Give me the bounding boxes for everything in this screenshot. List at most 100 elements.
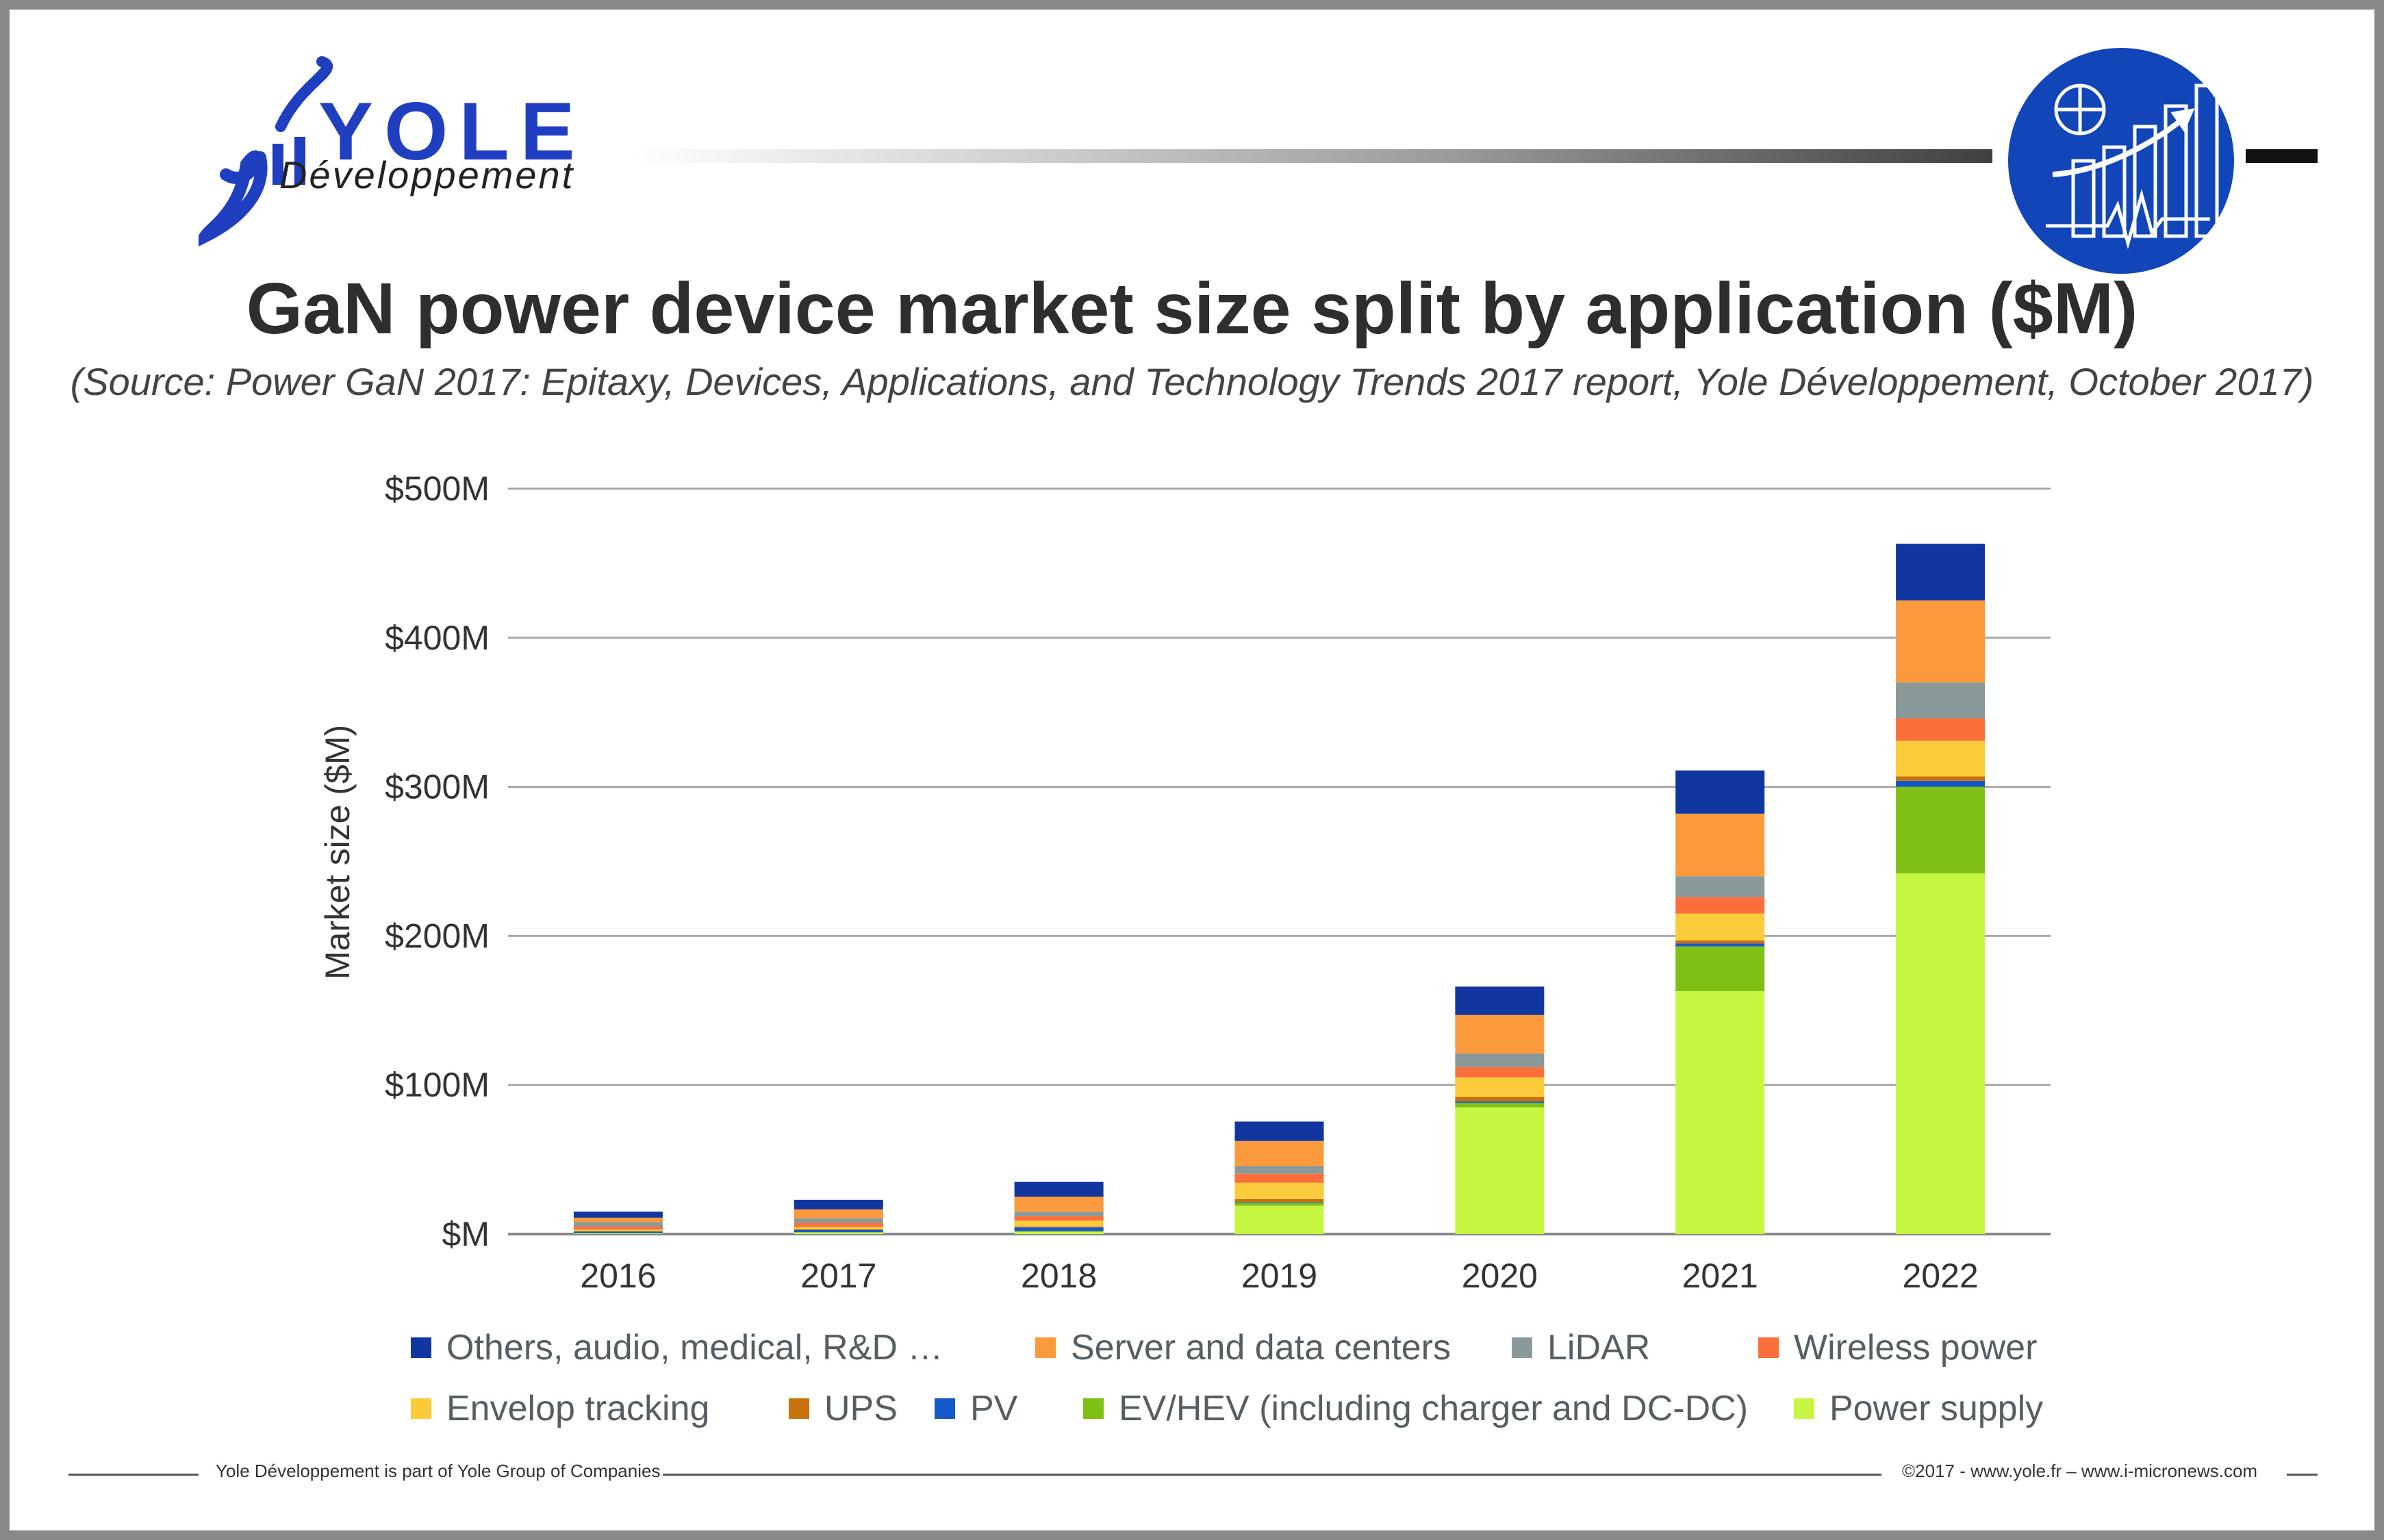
bar-segment — [1455, 1014, 1545, 1054]
logo-subtext: Développement — [279, 153, 575, 196]
bar-segment — [1455, 1107, 1545, 1234]
y-tick-label: $300M — [385, 768, 490, 806]
legend-label: UPS — [824, 1389, 898, 1428]
legend-swatch — [411, 1398, 431, 1419]
bar-segment — [1675, 943, 1765, 947]
y-tick-label: $100M — [385, 1066, 490, 1104]
bar-segment — [1896, 543, 1986, 601]
bar-segment — [1896, 718, 1986, 741]
bar-segment — [1234, 1182, 1324, 1199]
bar-segment — [1014, 1211, 1104, 1216]
legend-item: PV — [935, 1381, 1017, 1436]
legend-swatch — [1083, 1398, 1104, 1419]
footer-rule-left — [68, 1474, 199, 1476]
bar-segment — [1014, 1181, 1104, 1197]
bar-segment — [1014, 1227, 1104, 1231]
chart-subtitle: (Source: Power GaN 2017: Epitaxy, Device… — [70, 360, 2314, 403]
bar-segment — [1014, 1196, 1104, 1212]
legend-label: PV — [970, 1389, 1018, 1428]
legend-label: LiDAR — [1547, 1328, 1651, 1368]
bar-segment — [1675, 897, 1765, 914]
bar-segment — [1896, 682, 1986, 719]
legend-item: LiDAR — [1512, 1320, 1650, 1375]
bar-segment — [794, 1229, 883, 1233]
legend-item: EV/HEV (including charger and DC-DC) — [1083, 1381, 1748, 1436]
bar-segment — [573, 1211, 663, 1218]
x-tick-label: 2016 — [580, 1257, 656, 1295]
y-axis-ticks: $M $100M $200M $300M $400M $500M — [385, 470, 490, 1253]
bar-segment — [1234, 1203, 1324, 1206]
legend-item: Envelop tracking — [411, 1381, 709, 1436]
bar-segment — [1234, 1202, 1324, 1203]
bar-segment — [1234, 1198, 1324, 1203]
yole-logo: YOLE Développement — [199, 55, 582, 246]
bar-segment — [1896, 741, 1986, 777]
legend-swatch — [411, 1337, 431, 1358]
legend-item: UPS — [789, 1381, 898, 1436]
logo-wordmark: YOLE — [318, 86, 586, 177]
footer-rule-middle — [663, 1474, 1881, 1476]
footer-rule-right — [2287, 1474, 2318, 1476]
bar-segment — [573, 1227, 663, 1230]
bar-segment — [1014, 1231, 1104, 1232]
bar-segment — [794, 1199, 883, 1210]
y-tick-label: $200M — [385, 916, 490, 955]
bar-segment — [794, 1209, 883, 1219]
legend-swatch — [1758, 1337, 1779, 1358]
header-dash — [2246, 149, 2318, 163]
bar-segment — [1455, 1077, 1545, 1097]
bar-segment — [1014, 1231, 1104, 1234]
x-tick-label: 2017 — [800, 1257, 876, 1295]
x-axis-ticks: 2016 2017 2018 2019 2020 2021 2022 — [580, 1257, 1978, 1295]
y-tick-label: $M — [442, 1215, 490, 1253]
bar-segment — [1896, 873, 1986, 1234]
legend-label: Envelop tracking — [446, 1389, 710, 1428]
bar-segment — [1014, 1216, 1104, 1221]
bar-segment — [573, 1231, 663, 1232]
legend-label: Power supply — [1829, 1389, 2044, 1428]
bar-segment — [1455, 1096, 1545, 1102]
y-tick-label: $500M — [385, 470, 490, 508]
bar-segment — [1234, 1121, 1324, 1141]
bar-segment — [1234, 1166, 1324, 1174]
footer-left-text: Yole Développement is part of Yole Group… — [216, 1461, 661, 1481]
bar-segment — [573, 1218, 663, 1222]
bar-segment — [1455, 1103, 1545, 1107]
legend-item: Others, audio, medical, R&D … — [411, 1320, 943, 1375]
bar-segment — [794, 1218, 883, 1223]
legend-label: Others, audio, medical, R&D … — [446, 1328, 943, 1368]
bar-segment — [1675, 770, 1765, 814]
bar-segment — [1234, 1140, 1324, 1166]
legend-label: EV/HEV (including charger and DC-DC) — [1119, 1389, 1749, 1428]
legend-label: Wireless power — [1794, 1328, 2038, 1368]
bar-segment — [573, 1231, 663, 1233]
bar-segment — [1455, 986, 1545, 1015]
x-tick-label: 2018 — [1021, 1257, 1097, 1295]
chart-title: GaN power device market size split by ap… — [246, 268, 2138, 349]
bar-segment — [1675, 940, 1765, 944]
y-tick-label: $400M — [385, 619, 490, 657]
legend-swatch — [1794, 1398, 1814, 1419]
y-axis-label: Market size ($M) — [318, 725, 357, 979]
bar-segment — [794, 1229, 883, 1230]
x-tick-label: 2021 — [1682, 1257, 1758, 1295]
x-tick-label: 2022 — [1902, 1257, 1978, 1295]
legend-item: Server and data centers — [1035, 1320, 1451, 1375]
bar-segment — [1234, 1173, 1324, 1183]
market-growth-chart-icon — [2008, 48, 2234, 274]
legend-swatch — [1035, 1337, 1056, 1358]
bar-segment — [1014, 1220, 1104, 1227]
footer-right-text: ©2017 - www.yole.fr – www.i-micronews.co… — [1902, 1461, 2258, 1481]
legend-label: Server and data centers — [1071, 1328, 1451, 1368]
bar-segment — [1675, 946, 1765, 991]
bar-segment — [573, 1233, 663, 1234]
header-gradient-bar — [630, 149, 1992, 163]
bar-segment — [794, 1222, 883, 1227]
x-tick-label: 2020 — [1462, 1257, 1538, 1295]
bar-segment — [1675, 913, 1765, 940]
yole-swoosh-icon — [199, 56, 333, 246]
bar-segment — [1896, 780, 1986, 787]
bar-segment — [1455, 1101, 1545, 1103]
x-tick-label: 2019 — [1241, 1257, 1317, 1295]
